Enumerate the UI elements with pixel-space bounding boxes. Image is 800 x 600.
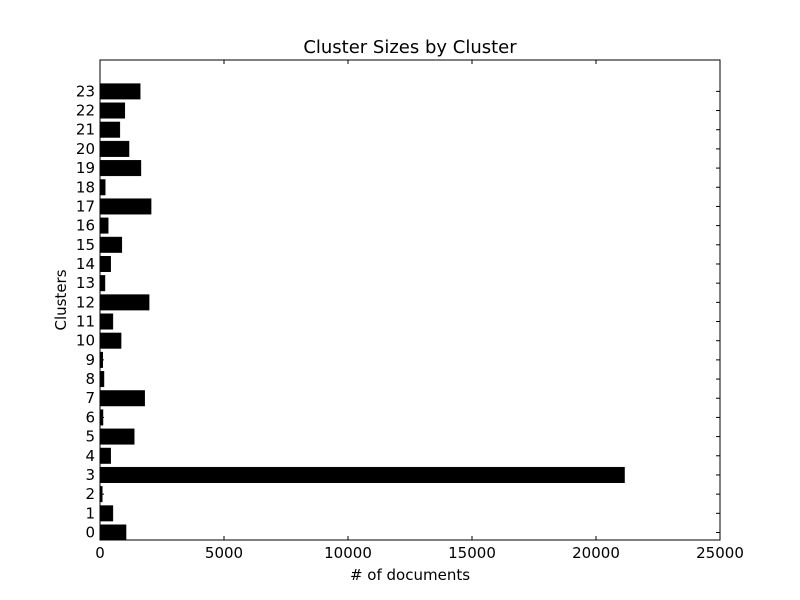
y-axis-label: Clusters [52,269,70,330]
y-tick-label-20: 20 [76,140,95,158]
bar-cluster-20 [99,140,130,157]
y-tick-label-0: 0 [85,524,95,542]
y-tick-label-10: 10 [76,332,95,350]
x-tick-label-0: 0 [95,544,105,562]
y-tick-label-19: 19 [76,159,95,177]
y-tick-label-8: 8 [85,370,95,388]
x-axis-label: # of documents [350,566,470,584]
bar-cluster-7 [99,390,145,407]
plot-frame [99,59,721,541]
chart-title: Cluster Sizes by Cluster [303,37,517,58]
y-tick-label-9: 9 [85,351,95,369]
x-tick-label-15000: 15000 [448,544,496,562]
y-tick-label-5: 5 [85,428,95,446]
y-tick-label-22: 22 [76,102,95,120]
x-tick-label-20000: 20000 [572,544,620,562]
y-tick-label-2: 2 [85,485,95,503]
y-tick-label-4: 4 [85,447,95,465]
x-tick-label-25000: 25000 [696,544,744,562]
y-tick-label-6: 6 [85,408,95,426]
y-tick-label-16: 16 [76,217,95,235]
bars-group [99,83,625,541]
y-tick-label-14: 14 [76,255,95,273]
bar-cluster-5 [99,428,135,445]
bar-cluster-17 [99,198,152,215]
bar-cluster-19 [99,160,142,177]
y-tick-label-12: 12 [76,293,95,311]
bar-cluster-12 [99,294,150,311]
bar-cluster-23 [99,83,141,100]
y-tick-label-21: 21 [76,121,95,139]
y-tick-label-13: 13 [76,274,95,292]
x-tick-label-5000: 5000 [205,544,243,562]
y-tick-label-17: 17 [76,197,95,215]
bar-cluster-3 [99,466,625,483]
y-tick-label-3: 3 [85,466,95,484]
y-tick-label-11: 11 [76,313,95,331]
y-tick-label-7: 7 [85,389,95,407]
y-tick-label-15: 15 [76,236,95,254]
x-tick-label-10000: 10000 [324,544,372,562]
y-tick-label-18: 18 [76,178,95,196]
y-tick-label-23: 23 [76,82,95,100]
y-tick-label-1: 1 [85,504,95,522]
x-ticks-group: 0 5000 10000 15000 20000 25000 [95,60,744,562]
